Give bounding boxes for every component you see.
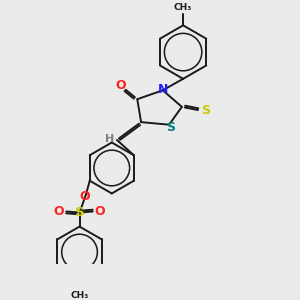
Text: S: S [201,104,210,117]
Text: O: O [116,79,126,92]
Text: O: O [79,190,90,202]
Text: CH₃: CH₃ [174,3,192,12]
Text: O: O [94,205,105,218]
Text: H: H [105,134,114,144]
Text: CH₃: CH₃ [70,291,89,300]
Text: S: S [166,121,175,134]
Text: O: O [54,205,64,218]
Text: N: N [158,82,168,95]
Text: S: S [75,206,84,219]
